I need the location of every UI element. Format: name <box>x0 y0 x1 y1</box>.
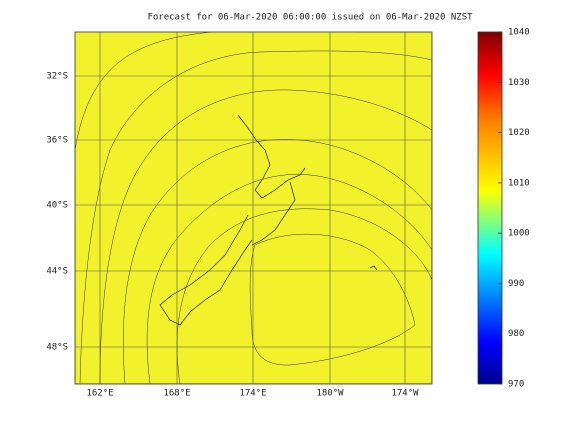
lon-label: 162°E <box>86 389 113 399</box>
lat-label: 40°S <box>46 201 68 211</box>
lon-label: 174°E <box>239 389 266 399</box>
lon-label: 174°W <box>391 389 419 399</box>
map-title: Forecast for 06-Mar-2020 06:00:00 issued… <box>147 13 473 23</box>
colorbar-tick-label: 970 <box>508 380 524 390</box>
contour-map <box>75 32 432 384</box>
colorbar <box>477 31 503 385</box>
colorbar-tick-label: 990 <box>508 279 524 289</box>
colorbar-tick-label: 1010 <box>508 178 530 188</box>
lat-label: 36°S <box>46 136 68 146</box>
colorbar-tick-label: 1020 <box>508 128 530 138</box>
lon-label: 168°E <box>163 389 190 399</box>
lat-label: 44°S <box>46 267 68 277</box>
lon-label: 180°W <box>316 389 344 399</box>
lat-label: 48°S <box>46 343 68 353</box>
map-frame <box>74 31 433 385</box>
lat-label: 32°S <box>46 72 68 82</box>
graticule <box>75 32 432 384</box>
colorbar-tick-label: 1030 <box>508 78 530 88</box>
colorbar-tick-label: 1040 <box>508 28 530 38</box>
colorbar-tick-label: 980 <box>508 329 524 339</box>
colorbar-tick-label: 1000 <box>508 229 530 239</box>
